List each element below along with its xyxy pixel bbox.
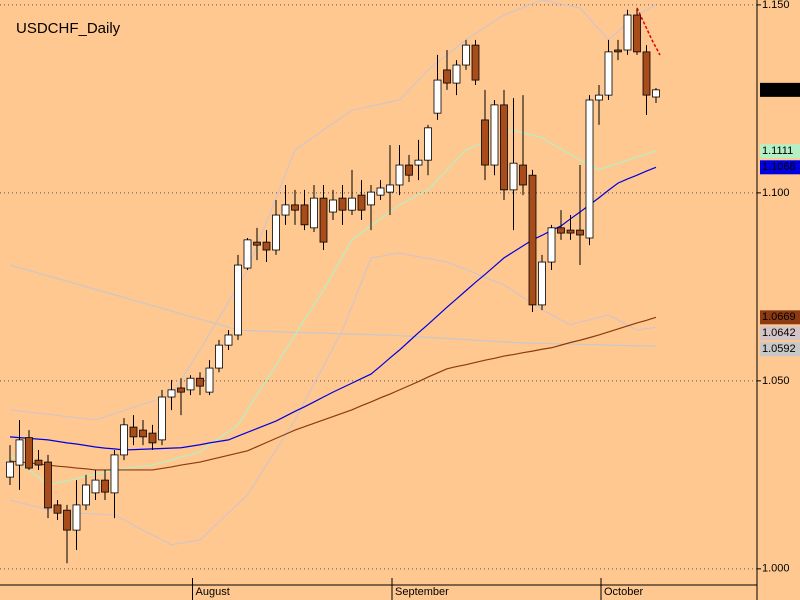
candle-body (6, 461, 14, 478)
candle-body (405, 164, 413, 176)
candle-body (462, 44, 470, 66)
candle-body (234, 264, 242, 336)
value-tag-label: 1.1068 (762, 161, 796, 173)
candle-body (576, 229, 584, 236)
candle-body (566, 229, 575, 234)
value-tag-label: 1.1111 (762, 145, 793, 157)
value-tag (760, 160, 800, 175)
value-tag (760, 82, 800, 97)
candle-body (528, 174, 537, 306)
candle-body (443, 69, 451, 84)
indicator-line (9, 264, 657, 347)
candle-body (433, 79, 442, 114)
candle-body (44, 461, 52, 509)
axis: 1.000 1.050 1.100 1.150 August September Octob… (192, 0, 800, 600)
candle-body (471, 44, 480, 81)
value-tag-label: 1.0669 (762, 311, 796, 323)
candle-body (82, 484, 90, 506)
candle-body (177, 387, 185, 393)
candle-body (300, 204, 309, 226)
candle-body (623, 14, 632, 51)
value-tag-label: 1.0642 (762, 327, 796, 339)
candle-body (481, 119, 489, 166)
candle-body (129, 426, 138, 438)
candle-body (642, 51, 651, 96)
candle-body (357, 194, 366, 211)
candle-body (614, 49, 622, 53)
candle-body (538, 261, 546, 306)
candle-body (633, 14, 641, 53)
candle-body (652, 89, 660, 98)
y-tick-label: 1.000 (762, 563, 790, 575)
candle-body (101, 479, 109, 493)
candle-body (158, 396, 166, 441)
candle-body (243, 239, 252, 269)
candle-body (338, 197, 347, 211)
value-tag (760, 310, 800, 325)
candle-body (91, 479, 100, 494)
candle-body (139, 429, 147, 438)
candle-body (319, 197, 328, 243)
candle-body (224, 334, 233, 346)
candle-body (376, 187, 385, 196)
candle-body (120, 424, 128, 456)
value-tag-label: 1.1274 (762, 84, 796, 96)
candle-body (272, 214, 280, 251)
candle-body (110, 454, 119, 494)
candle-body (253, 241, 261, 246)
y-tick-label: 1.150 (762, 0, 790, 11)
candle-body (547, 227, 556, 263)
candle-body (15, 439, 24, 466)
candle-body (595, 94, 603, 101)
candle-body (519, 164, 527, 186)
candle-body (604, 51, 613, 96)
value-tag (760, 326, 800, 341)
candle-body (167, 389, 176, 398)
y-tick-label: 1.100 (762, 187, 790, 199)
candle-body (500, 104, 508, 191)
candle-body (557, 227, 565, 234)
candle-body (262, 241, 271, 251)
candle-body (148, 432, 157, 444)
candle-body (215, 344, 223, 369)
x-tick-label: October (604, 586, 643, 598)
candle-body (367, 191, 375, 206)
x-tick-label: September (395, 586, 449, 598)
indicator-line (9, 0, 657, 421)
y-tick-label: 1.050 (762, 375, 790, 387)
candle-body (329, 199, 337, 213)
candle-body (196, 377, 204, 387)
candle-body (291, 204, 299, 211)
candle-body (310, 197, 318, 229)
value-tag (760, 342, 800, 357)
candle-body (395, 164, 404, 186)
candle-body (63, 509, 71, 531)
candle-body (34, 459, 43, 466)
candle-body (205, 367, 214, 393)
candle-body (72, 504, 81, 531)
chart-title: USDCHF_Daily (16, 20, 121, 37)
candle-body (509, 162, 518, 191)
indicator-line (9, 252, 657, 546)
candle-body (490, 104, 499, 166)
x-tick-label: August (196, 586, 230, 598)
candle-body (414, 159, 423, 166)
candle-body (585, 99, 594, 239)
trend-annotation (636, 7, 661, 56)
candle-body (281, 204, 290, 216)
candle-body (386, 184, 394, 193)
candle-body (452, 64, 461, 84)
candle-body (53, 504, 62, 514)
candle-body (348, 197, 356, 211)
candles (6, 7, 660, 564)
candle-body (186, 377, 195, 391)
value-tag-label: 1.0592 (762, 343, 796, 355)
candle-body (424, 127, 432, 161)
candle-body (25, 437, 33, 469)
value-tag (760, 144, 800, 159)
